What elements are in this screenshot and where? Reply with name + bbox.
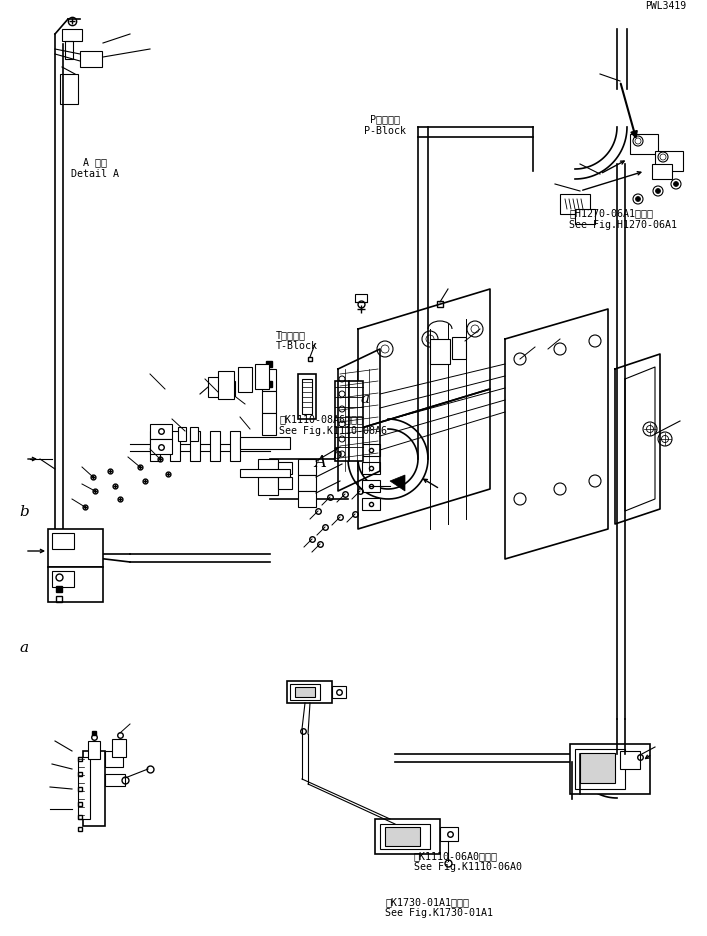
Bar bbox=[218, 372, 234, 400]
Bar bbox=[385, 827, 420, 846]
Text: Pブロック
P-Block: Pブロック P-Block bbox=[364, 114, 407, 136]
Bar bbox=[570, 744, 650, 794]
Bar bbox=[170, 431, 180, 461]
Bar bbox=[83, 752, 105, 826]
Bar bbox=[190, 428, 198, 442]
Text: b: b bbox=[20, 505, 30, 518]
Bar bbox=[362, 462, 380, 475]
Bar bbox=[258, 460, 278, 477]
Bar bbox=[580, 753, 615, 783]
Bar bbox=[150, 440, 172, 455]
Bar bbox=[278, 462, 292, 475]
Bar bbox=[255, 365, 269, 389]
Bar bbox=[105, 752, 123, 768]
Bar bbox=[302, 380, 312, 415]
Bar bbox=[190, 431, 200, 461]
Bar bbox=[575, 210, 595, 225]
Bar bbox=[298, 491, 316, 507]
Bar bbox=[278, 477, 292, 490]
Bar bbox=[362, 445, 380, 457]
Bar bbox=[150, 431, 160, 461]
Bar bbox=[620, 752, 640, 769]
Bar bbox=[440, 827, 458, 841]
Bar bbox=[262, 370, 276, 391]
Bar bbox=[652, 165, 672, 180]
Circle shape bbox=[636, 197, 641, 202]
Bar bbox=[52, 571, 74, 588]
Bar bbox=[630, 135, 658, 154]
Bar bbox=[298, 475, 316, 491]
Bar bbox=[287, 681, 332, 703]
Bar bbox=[298, 374, 316, 419]
Bar bbox=[335, 382, 349, 461]
Text: 第K1110-06A0図参照
See Fig.K1110-06A0: 第K1110-06A0図参照 See Fig.K1110-06A0 bbox=[414, 850, 522, 871]
Text: Tブロック
T-Block: Tブロック T-Block bbox=[276, 329, 317, 351]
Bar bbox=[88, 741, 100, 759]
Bar bbox=[375, 819, 440, 854]
Bar bbox=[52, 534, 74, 549]
Bar bbox=[452, 338, 466, 359]
Bar bbox=[230, 431, 240, 461]
Bar bbox=[62, 30, 82, 42]
Bar bbox=[298, 460, 316, 475]
Circle shape bbox=[674, 183, 679, 187]
Text: a: a bbox=[361, 392, 370, 405]
Bar bbox=[112, 739, 126, 757]
Bar bbox=[80, 51, 102, 68]
Bar bbox=[355, 295, 367, 302]
Circle shape bbox=[655, 189, 660, 195]
Bar bbox=[295, 687, 315, 697]
Bar bbox=[150, 425, 172, 440]
Text: A: A bbox=[315, 454, 327, 471]
Text: 第K1110-08A6図参照
See Fig.K1110-08A6: 第K1110-08A6図参照 See Fig.K1110-08A6 bbox=[279, 414, 387, 435]
Bar bbox=[238, 368, 252, 392]
Bar bbox=[380, 824, 430, 849]
Bar bbox=[178, 428, 186, 442]
Bar bbox=[48, 567, 103, 603]
Bar bbox=[240, 470, 290, 477]
Bar bbox=[210, 431, 220, 461]
Bar bbox=[655, 152, 683, 172]
Bar bbox=[362, 480, 380, 492]
Bar bbox=[65, 42, 73, 60]
Bar bbox=[560, 195, 590, 214]
Bar bbox=[349, 382, 363, 461]
Text: 第H1270-06A1図参照
See Fig.H1270-06A1: 第H1270-06A1図参照 See Fig.H1270-06A1 bbox=[569, 208, 677, 229]
Text: 第K1730-01A1図参照
See Fig.K1730-01A1: 第K1730-01A1図参照 See Fig.K1730-01A1 bbox=[385, 896, 493, 917]
Text: A 詳細
Detail A: A 詳細 Detail A bbox=[71, 157, 119, 179]
Bar bbox=[430, 340, 450, 365]
Bar bbox=[575, 749, 625, 789]
Bar bbox=[105, 774, 125, 786]
Bar bbox=[262, 391, 276, 414]
Bar bbox=[290, 684, 320, 700]
Bar bbox=[78, 757, 90, 819]
Bar bbox=[262, 414, 276, 435]
Bar bbox=[362, 499, 380, 510]
Bar bbox=[332, 686, 346, 698]
Bar bbox=[48, 530, 103, 567]
Text: a: a bbox=[20, 641, 29, 654]
Bar bbox=[208, 377, 220, 398]
Polygon shape bbox=[390, 475, 405, 491]
Bar bbox=[240, 437, 290, 449]
Text: PWL3419: PWL3419 bbox=[645, 1, 686, 11]
Bar bbox=[60, 75, 78, 105]
Text: b: b bbox=[332, 448, 342, 461]
Bar bbox=[225, 382, 235, 397]
Bar bbox=[258, 477, 278, 495]
